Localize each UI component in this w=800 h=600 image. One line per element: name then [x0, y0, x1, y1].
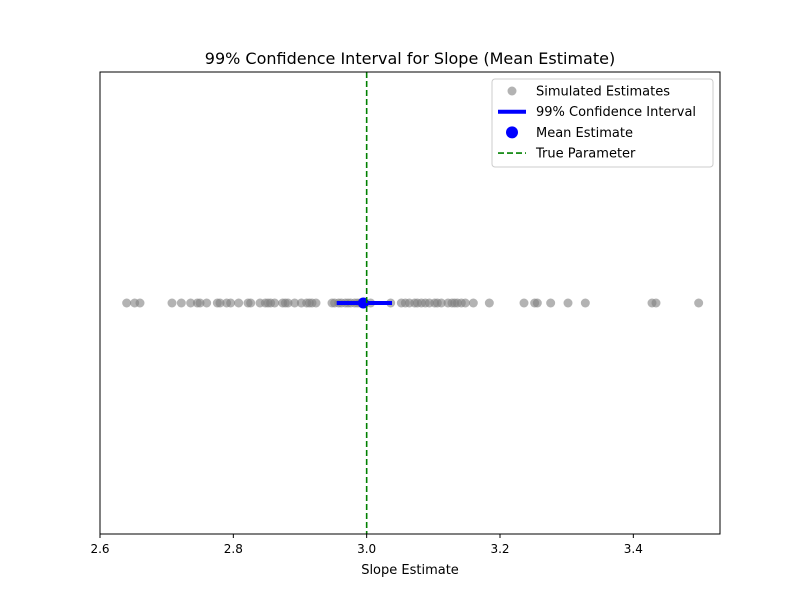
legend-marker-mean-estimate	[506, 126, 518, 139]
plot-marks	[122, 72, 704, 534]
x-tick-label: 3.0	[357, 542, 376, 556]
x-tick-label: 2.8	[224, 542, 243, 556]
legend-label: 99% Confidence Interval	[536, 105, 696, 120]
simulated-estimate-point	[167, 298, 177, 308]
simulated-estimate-point	[176, 298, 186, 308]
simulated-estimate-point	[135, 298, 145, 308]
legend-box	[491, 78, 714, 168]
plot-frame	[99, 71, 721, 535]
simulated-estimate-point	[651, 298, 661, 308]
simulated-estimate-point	[311, 298, 321, 308]
simulated-estimate-point	[195, 298, 205, 308]
simulated-estimate-point	[186, 298, 196, 308]
simulated-estimate-point	[468, 298, 478, 308]
simulated-estimate-point	[290, 298, 300, 308]
legend-label: True Parameter	[535, 147, 636, 162]
simulated-estimate-point	[546, 298, 556, 308]
simulated-estimate-point	[436, 298, 446, 308]
simulated-estimate-point	[270, 298, 280, 308]
legend-label: Simulated Estimates	[536, 85, 670, 100]
simulated-estimate-point	[694, 298, 704, 308]
simulated-estimate-point	[202, 298, 212, 308]
simulated-estimate-point	[460, 298, 470, 308]
simulated-estimate-point	[283, 298, 293, 308]
simulated-estimate-point	[122, 298, 132, 308]
simulated-estimate-point	[246, 298, 256, 308]
simulated-estimate-point	[234, 298, 244, 308]
x-axis-ticks: 2.6 2.8 3.0 3.2 3.4	[90, 534, 643, 556]
chart-title: 99% Confidence Interval for Slope (Mean …	[205, 49, 615, 68]
simulated-estimate-point	[580, 298, 590, 308]
x-tick-label: 2.6	[90, 542, 109, 556]
simulated-estimate-point	[226, 298, 236, 308]
x-axis-label: Slope Estimate	[361, 563, 459, 578]
simulated-estimate-point	[563, 298, 573, 308]
x-tick-label: 3.2	[490, 542, 509, 556]
simulated-estimate-point	[215, 298, 225, 308]
x-tick-label: 3.4	[624, 542, 643, 556]
legend-label: Mean Estimate	[536, 126, 633, 141]
simulated-estimate-point	[532, 298, 542, 308]
legend-marker-simulated-estimates	[507, 86, 517, 96]
simulated-estimate-point	[519, 298, 529, 308]
simulated-estimate-point	[484, 298, 494, 308]
legend: Simulated Estimates 99% Confidence Interv…	[491, 78, 714, 168]
